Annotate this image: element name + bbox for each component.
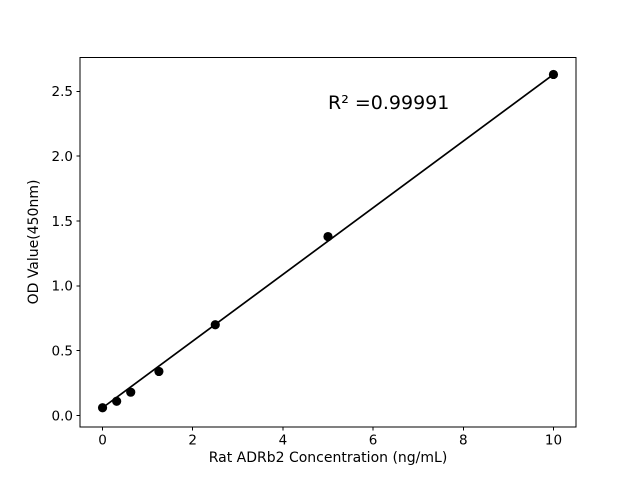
y-axis-title: OD Value(450nm) bbox=[26, 179, 42, 305]
y-tick-label: 0.5 bbox=[52, 343, 73, 359]
x-tick-label: 6 bbox=[369, 433, 378, 449]
x-tick-label: 2 bbox=[188, 433, 197, 449]
y-tick-label: 1.5 bbox=[52, 214, 73, 230]
data-point bbox=[323, 231, 333, 242]
y-tick-label: 0.0 bbox=[52, 408, 73, 424]
y-tick-label: 1.0 bbox=[52, 279, 73, 295]
data-point bbox=[548, 69, 559, 80]
y-tick-label: 2.0 bbox=[52, 149, 73, 165]
plot-frame bbox=[79, 57, 577, 428]
data-point bbox=[97, 403, 108, 413]
data-point bbox=[154, 366, 164, 377]
x-tick-label: 4 bbox=[279, 433, 288, 449]
x-tick-label: 8 bbox=[459, 433, 468, 449]
x-axis-title: Rat ADRb2 Concentration (ng/mL) bbox=[208, 450, 448, 466]
data-point bbox=[112, 396, 122, 406]
x-tick-label: 0 bbox=[98, 433, 107, 449]
r-squared-annotation: R² =0.99991 bbox=[328, 92, 450, 114]
data-point bbox=[210, 320, 220, 330]
x-tick-label: 10 bbox=[545, 433, 562, 449]
data-point bbox=[126, 387, 136, 397]
y-tick-label: 2.5 bbox=[52, 84, 73, 100]
